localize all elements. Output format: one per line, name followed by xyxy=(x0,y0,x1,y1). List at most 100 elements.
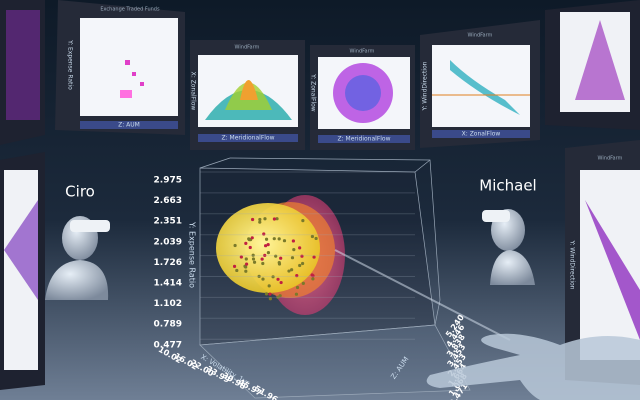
y-tick-label: 1.102 xyxy=(154,299,182,309)
scatter-point xyxy=(263,217,267,221)
scatter-point xyxy=(264,237,269,241)
scatter-point xyxy=(301,261,305,266)
scatter-point xyxy=(298,263,302,268)
scatter-point xyxy=(250,217,255,222)
scatter-point xyxy=(310,234,315,239)
scatter-point xyxy=(291,239,295,243)
avatar: Michael xyxy=(479,177,537,285)
scatter-point xyxy=(264,292,269,296)
scatter-point xyxy=(277,260,281,265)
scatter-point xyxy=(248,245,252,250)
scatter-point xyxy=(263,253,267,257)
panel-title: WindFarm xyxy=(468,33,493,39)
scatter-point xyxy=(292,248,296,252)
main-chart: Y: Expense Ratio X: Volatility_1yr Z: AU… xyxy=(154,157,511,400)
panel[interactable]: WindFarm Y: ZonalFlow Z: MeridionalFlow xyxy=(310,45,416,150)
panel-title: WindFarm xyxy=(235,45,260,51)
y-tick-label: 1.414 xyxy=(154,279,182,289)
scatter-point xyxy=(260,257,264,261)
panel[interactable]: WindFarm Y: WindDirection xyxy=(565,140,640,385)
scatter-point xyxy=(274,254,278,258)
avatar: Ciro xyxy=(45,183,110,300)
scatter-point xyxy=(257,274,261,278)
panel[interactable]: WindFarm X: ZonalFlow Z: MeridionalFlow xyxy=(190,40,306,150)
scatter-point xyxy=(251,257,256,261)
scatter-point xyxy=(244,265,248,269)
scatter-point xyxy=(298,246,302,250)
scatter-point xyxy=(251,253,255,257)
axis-label: Y: Expense Ratio xyxy=(67,39,74,90)
scatter-point xyxy=(290,256,295,260)
axis-label: Y: WindDirection xyxy=(569,240,576,290)
scatter-point xyxy=(287,269,291,273)
axis-label: Z: AUM xyxy=(118,122,140,129)
scatter-point xyxy=(252,260,257,264)
panel xyxy=(0,0,45,145)
scatter-point xyxy=(311,274,315,278)
panel[interactable]: WindFarm Y: WindDirection X: ZonalFlow xyxy=(420,20,540,148)
scatter-point xyxy=(276,277,280,281)
scatter-point xyxy=(244,269,248,273)
scatter-point xyxy=(295,285,300,290)
panel-title: WindFarm xyxy=(350,49,375,55)
y-tick-label: 2.975 xyxy=(154,176,182,186)
cluster-ellipsoid xyxy=(216,203,320,293)
scatter-point xyxy=(258,217,262,222)
scatter-point xyxy=(295,274,299,278)
axis-label: X: ZonalFlow xyxy=(190,72,197,111)
scatter-point xyxy=(258,220,262,224)
scatter-point xyxy=(279,280,283,285)
hand xyxy=(426,333,640,400)
scatter-point xyxy=(311,277,315,281)
scatter-point xyxy=(247,237,251,241)
axis-label: X: ZonalFlow xyxy=(462,131,501,138)
y-tick-label: 0.789 xyxy=(154,320,182,330)
scatter-point xyxy=(290,268,294,272)
scatter-point xyxy=(261,261,265,266)
scatter-point xyxy=(271,275,275,279)
scatter-point xyxy=(314,236,318,241)
scatter-point xyxy=(268,297,272,301)
avatar-name: Ciro xyxy=(65,183,95,201)
scatter-point xyxy=(263,244,268,248)
scatter-point xyxy=(235,268,239,273)
scatter-point xyxy=(250,236,254,240)
panel xyxy=(0,152,45,390)
scatter-point xyxy=(266,251,271,255)
scatter-point xyxy=(277,237,281,241)
scatter-point xyxy=(272,237,276,241)
scatter-point xyxy=(261,277,265,281)
scatter-point xyxy=(244,262,249,266)
scatter-point xyxy=(239,255,243,259)
avatar-name: Michael xyxy=(479,177,536,195)
y-tick-label: 0.477 xyxy=(154,340,182,350)
scatter-point xyxy=(282,239,287,243)
y-tick-label: 2.039 xyxy=(154,237,182,247)
scatter-point xyxy=(244,257,248,261)
axis-label: Y: Expense Ratio xyxy=(188,221,197,288)
scatter-point xyxy=(267,284,271,288)
scatter-point xyxy=(266,242,270,247)
scatter-point xyxy=(300,254,304,258)
scatter-point xyxy=(301,281,305,285)
scatter-point xyxy=(262,232,266,236)
pointer-ray xyxy=(334,249,511,341)
scatter-point xyxy=(278,294,282,298)
panel-title: WindFarm xyxy=(598,156,623,162)
scatter-point xyxy=(268,292,272,296)
y-tick-label: 2.351 xyxy=(154,217,182,227)
scatter-point xyxy=(294,292,299,296)
axis-label: Y: ZonalFlow xyxy=(310,73,317,112)
panel xyxy=(545,0,640,130)
axis-label: Y: WindDirection xyxy=(422,61,429,111)
scatter-point xyxy=(233,243,237,248)
y-tick-label: 1.726 xyxy=(154,258,182,268)
y-tick-label: 2.663 xyxy=(154,196,182,206)
scatter-point xyxy=(312,255,316,259)
scatter-point xyxy=(244,241,248,245)
panel[interactable]: Exchange Traded Funds Y: Expense Ratio Z… xyxy=(55,0,185,135)
axis-label: Z: MeridionalFlow xyxy=(337,136,390,143)
panel-title: Exchange Traded Funds xyxy=(100,7,160,13)
scatter-point xyxy=(232,264,237,269)
